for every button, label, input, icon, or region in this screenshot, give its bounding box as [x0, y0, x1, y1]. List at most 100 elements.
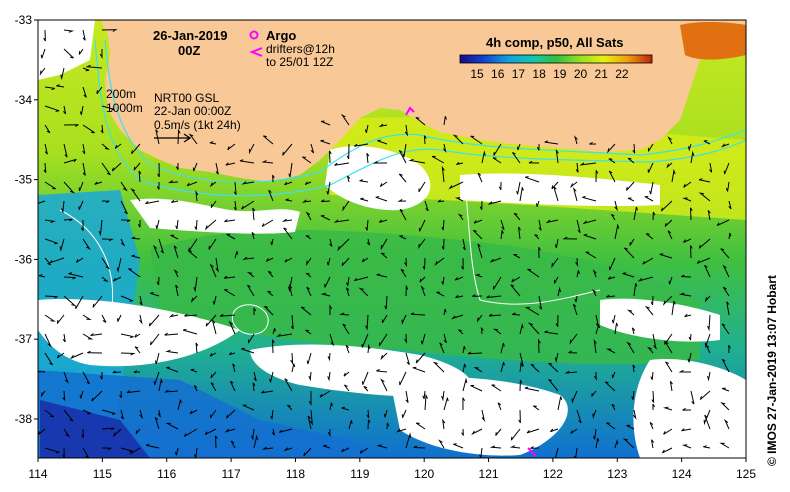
- current-arrow-icon: [682, 407, 692, 411]
- current-arrow-icon: [401, 314, 407, 326]
- current-arrow-icon: [346, 276, 350, 286]
- colorbar-tick-labels: 15 16 17 18 19 20 21 22: [470, 67, 629, 81]
- current-arrow-icon: [154, 417, 160, 430]
- current-arrow-icon: [608, 257, 616, 271]
- current-arrow-icon: [579, 162, 597, 166]
- cloud-mask-2: [325, 145, 431, 211]
- current-arrow-icon: [378, 333, 388, 347]
- current-arrow-icon: [366, 238, 371, 246]
- current-arrow-icon: [462, 363, 467, 373]
- current-arrow-icon: [441, 238, 445, 250]
- current-arrow-icon: [519, 361, 523, 373]
- current-arrow-icon: [554, 352, 559, 363]
- colorbar-tick-label: 17: [512, 67, 526, 81]
- current-arrow-icon: [418, 181, 426, 193]
- current-arrow-icon: [404, 333, 407, 344]
- current-arrow-icon: [473, 219, 483, 224]
- current-arrow-icon: [527, 322, 540, 335]
- current-arrow-icon: [509, 445, 521, 449]
- current-arrow-icon: [168, 313, 179, 318]
- current-arrow-icon: [649, 181, 654, 195]
- current-arrow-icon: [327, 352, 331, 362]
- current-arrow-icon: [405, 390, 409, 403]
- current-arrow-icon: [82, 124, 95, 134]
- current-arrow-icon: [669, 381, 673, 392]
- current-arrow-icon: [569, 333, 578, 345]
- current-arrow-icon: [365, 219, 369, 231]
- current-arrow-icon: [212, 320, 217, 335]
- current-arrow-icon: [267, 270, 274, 278]
- current-arrow-icon: [703, 409, 711, 426]
- current-arrow-icon: [40, 48, 46, 59]
- current-arrow-icon: [301, 199, 312, 203]
- current-arrow-icon: [82, 238, 91, 251]
- current-arrow-icon: [554, 276, 559, 284]
- current-arrow-icon: [595, 437, 600, 449]
- current-arrow-icon: [135, 428, 141, 435]
- current-arrow-icon: [346, 287, 350, 297]
- current-arrow-icon: [120, 238, 126, 247]
- current-arrow-icon: [500, 342, 505, 354]
- current-arrow-icon: [544, 140, 559, 145]
- current-arrow-icon: [383, 409, 388, 418]
- current-arrow-icon: [155, 129, 160, 145]
- current-arrow-icon: [101, 162, 111, 176]
- current-arrow-icon: [270, 409, 274, 420]
- current-arrow-icon: [253, 371, 257, 382]
- current-arrow-icon: [230, 440, 236, 449]
- current-arrow-icon: [155, 219, 160, 229]
- current-arrow-icon: [229, 380, 236, 392]
- current-arrow-icon: [528, 160, 540, 164]
- current-arrow-icon: [119, 390, 122, 399]
- current-arrow-icon: [479, 200, 483, 210]
- current-arrow-icon: [63, 29, 75, 33]
- current-arrow-icon: [709, 162, 713, 173]
- current-arrow-icon: [329, 304, 333, 315]
- current-arrow-icon: [114, 143, 122, 149]
- current-arrow-icon: [156, 276, 160, 286]
- current-arrow-icon: [62, 390, 66, 401]
- current-arrow-icon: [608, 158, 616, 164]
- current-arrow-icon: [629, 238, 635, 246]
- current-arrow-icon: [302, 156, 312, 164]
- current-arrow-icon: [227, 143, 236, 151]
- current-arrow-icon: [353, 143, 369, 147]
- current-arrow-icon: [85, 64, 103, 69]
- current-arrow-icon: [564, 370, 578, 374]
- current-arrow-icon: [242, 404, 255, 411]
- current-arrow-icon: [116, 257, 122, 273]
- current-arrow-icon: [380, 252, 388, 259]
- current-arrow-icon: [101, 427, 115, 431]
- current-arrow-icon: [726, 301, 730, 316]
- current-arrow-icon: [398, 173, 407, 183]
- current-arrow-icon: [652, 403, 656, 411]
- current-arrow-icon: [190, 368, 198, 373]
- current-arrow-icon: [378, 123, 388, 128]
- altimetry-date: 22-Jan 00:00Z: [154, 104, 231, 118]
- current-arrow-icon: [614, 438, 619, 449]
- current-arrow-icon: [627, 197, 635, 202]
- current-arrow-icon: [150, 292, 160, 297]
- current-arrow-icon: [170, 234, 179, 240]
- current-arrow-icon: [175, 219, 179, 230]
- current-arrow-icon: [224, 428, 236, 433]
- current-arrow-icon: [305, 211, 312, 221]
- current-arrow-icon: [462, 397, 466, 411]
- current-arrow-icon: [698, 192, 711, 202]
- current-arrow-icon: [622, 272, 635, 278]
- current-arrow-icon: [44, 314, 56, 322]
- current-arrow-icon: [424, 200, 429, 212]
- current-arrow-icon: [329, 402, 333, 411]
- current-arrow-icon: [156, 182, 160, 190]
- current-arrow-icon: [210, 371, 217, 379]
- current-arrow-icon: [721, 323, 730, 335]
- current-arrow-icon: [326, 257, 331, 266]
- current-arrow-icon: [63, 371, 69, 384]
- current-arrow-icon: [611, 314, 616, 324]
- current-arrow-icon: [215, 257, 219, 273]
- current-arrow-icon: [157, 162, 160, 178]
- current-arrow-icon: [493, 143, 502, 156]
- current-arrow-icon: [553, 186, 559, 202]
- drifters-label: drifters@12h: [266, 42, 335, 56]
- current-arrow-icon: [44, 143, 48, 155]
